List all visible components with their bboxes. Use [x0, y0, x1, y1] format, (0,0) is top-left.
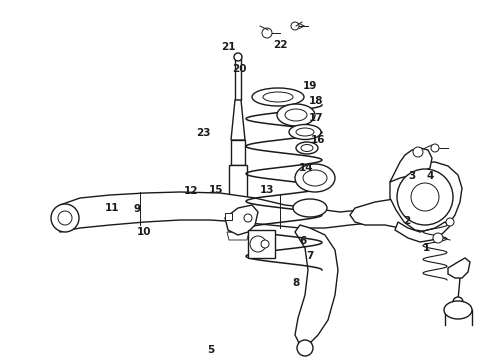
Text: 8: 8	[293, 278, 300, 288]
Circle shape	[234, 53, 242, 61]
Circle shape	[413, 147, 423, 157]
Text: 12: 12	[184, 186, 198, 196]
Ellipse shape	[285, 109, 307, 121]
Circle shape	[433, 233, 443, 243]
Ellipse shape	[303, 170, 327, 186]
Text: 22: 22	[273, 40, 288, 50]
Polygon shape	[295, 225, 338, 345]
Ellipse shape	[295, 164, 335, 192]
Text: 23: 23	[196, 128, 211, 138]
Polygon shape	[390, 162, 462, 232]
Polygon shape	[390, 148, 432, 182]
Text: 4: 4	[426, 171, 434, 181]
Text: 13: 13	[260, 185, 274, 195]
Circle shape	[453, 297, 463, 307]
Text: 20: 20	[232, 64, 246, 74]
Ellipse shape	[293, 199, 327, 217]
Circle shape	[51, 204, 79, 232]
Ellipse shape	[296, 128, 314, 136]
Circle shape	[431, 144, 439, 152]
Polygon shape	[229, 165, 247, 200]
Circle shape	[397, 169, 453, 225]
Text: 19: 19	[302, 81, 317, 91]
Circle shape	[297, 340, 313, 356]
Circle shape	[58, 211, 72, 225]
Polygon shape	[225, 205, 258, 235]
Circle shape	[291, 22, 299, 30]
Text: 10: 10	[137, 227, 152, 237]
Polygon shape	[225, 213, 232, 220]
Circle shape	[244, 214, 252, 222]
Polygon shape	[395, 222, 450, 242]
Text: 21: 21	[221, 42, 236, 52]
Ellipse shape	[444, 301, 472, 319]
Text: 15: 15	[208, 185, 223, 195]
Ellipse shape	[289, 125, 321, 140]
Text: 7: 7	[306, 251, 314, 261]
Text: 16: 16	[311, 135, 326, 145]
Text: 11: 11	[104, 203, 119, 213]
Ellipse shape	[277, 104, 315, 126]
Ellipse shape	[252, 88, 304, 106]
Circle shape	[446, 218, 454, 226]
Text: 17: 17	[309, 113, 323, 123]
Text: 5: 5	[207, 345, 214, 355]
Polygon shape	[350, 198, 430, 235]
Ellipse shape	[296, 142, 318, 154]
Text: 14: 14	[299, 163, 314, 173]
Circle shape	[261, 240, 269, 248]
Text: 9: 9	[134, 204, 141, 214]
Text: 6: 6	[299, 236, 306, 246]
Polygon shape	[231, 100, 245, 140]
Ellipse shape	[263, 92, 293, 102]
Text: 18: 18	[309, 96, 323, 106]
Polygon shape	[231, 140, 245, 165]
Ellipse shape	[301, 144, 313, 152]
Polygon shape	[55, 192, 400, 232]
Polygon shape	[448, 258, 470, 278]
Circle shape	[250, 236, 266, 252]
Text: 3: 3	[408, 171, 415, 181]
Text: 1: 1	[423, 243, 430, 253]
Polygon shape	[248, 230, 275, 258]
Polygon shape	[235, 58, 241, 100]
Circle shape	[411, 183, 439, 211]
Circle shape	[262, 28, 272, 38]
Text: 2: 2	[403, 216, 410, 226]
